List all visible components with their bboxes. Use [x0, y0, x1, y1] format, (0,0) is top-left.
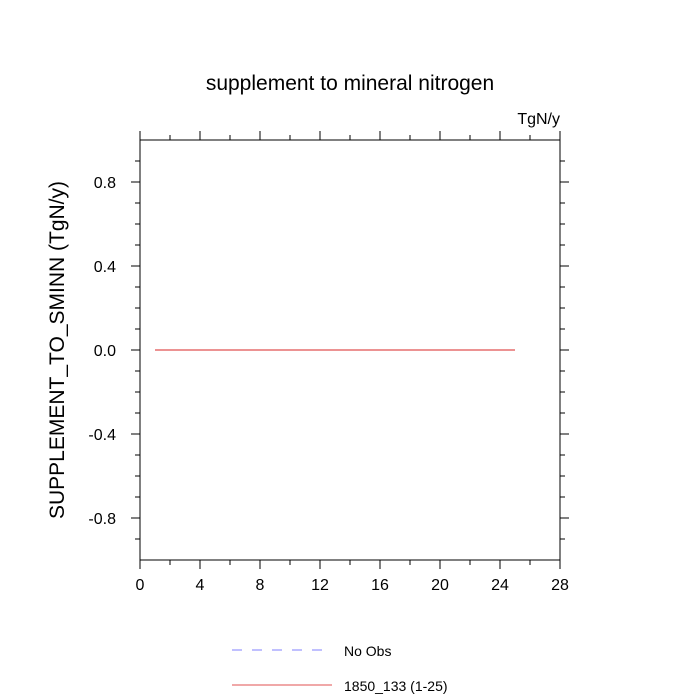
x-tick-label: 16 [371, 577, 389, 594]
x-tick-label: 24 [491, 577, 509, 594]
x-tick-label: 12 [311, 577, 329, 594]
y-tick-label: 0.0 [94, 343, 116, 360]
y-tick-label: -0.8 [88, 511, 116, 528]
x-tick-label: 28 [551, 577, 569, 594]
y-tick-label: 0.4 [94, 259, 116, 276]
x-tick-label: 20 [431, 577, 449, 594]
units-label: TgN/y [517, 111, 560, 128]
axis-tick-labels: 0 4 8 12 16 20 24 28 -0.8 -0.4 0.0 0.4 0.8 [88, 175, 569, 594]
legend-label: No Obs [344, 643, 391, 659]
y-tick-label: 0.8 [94, 175, 116, 192]
x-tick-label: 4 [196, 577, 205, 594]
legend-label: 1850_133 (1-25) [344, 678, 448, 694]
chart-title: supplement to mineral nitrogen [206, 72, 494, 95]
y-tick-label: -0.4 [88, 427, 116, 444]
x-tick-label: 0 [136, 577, 145, 594]
y-axis-label: SUPPLEMENT_TO_SMINN (TgN/y) [46, 181, 69, 519]
legend: No Obs 1850_133 (1-25) [232, 643, 448, 694]
axis-ticks [131, 131, 569, 569]
x-tick-label: 8 [256, 577, 265, 594]
